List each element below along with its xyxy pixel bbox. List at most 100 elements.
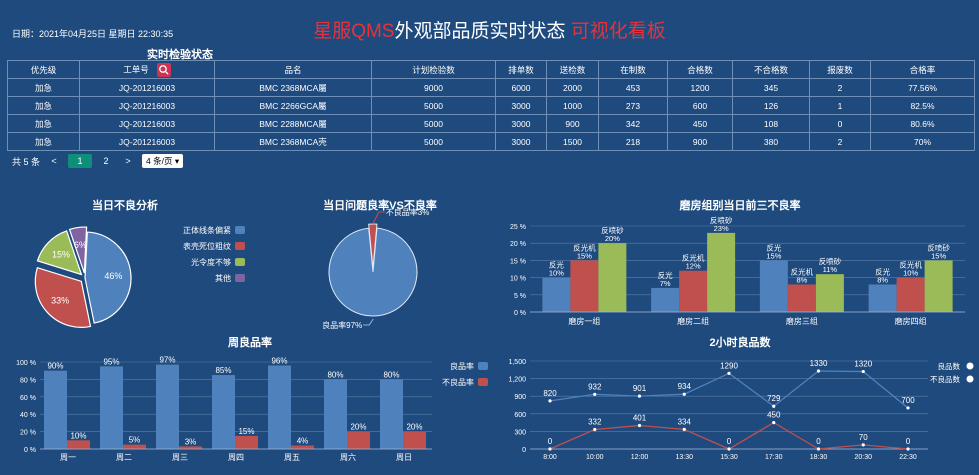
- data-point: [682, 392, 686, 396]
- bar-value-label: 20%: [605, 234, 620, 243]
- cell-scheduled: 3000: [495, 132, 547, 151]
- y-tick-label: 20 %: [20, 430, 36, 437]
- legend-swatch: [478, 378, 488, 386]
- bar-value-label: 20%: [350, 423, 366, 432]
- y-tick-label: 0 %: [24, 447, 36, 454]
- caret-down-icon: ▾: [174, 156, 180, 166]
- x-tick-label: 磨房三组: [786, 316, 818, 326]
- prev-page-button[interactable]: <: [51, 156, 57, 166]
- x-tick-label: 周四: [228, 453, 244, 462]
- x-tick-label: 周六: [340, 452, 356, 462]
- bar: [787, 284, 816, 312]
- y-tick-label: 900: [514, 394, 526, 401]
- pagination-total: 共 5 条: [12, 156, 41, 167]
- legend-swatch: [235, 226, 245, 234]
- inspection-title: 实时检验状态: [147, 49, 213, 61]
- bar: [67, 440, 90, 449]
- y-tick-label: 1,200: [508, 377, 526, 384]
- x-tick-label: 周三: [172, 453, 188, 462]
- x-tick-label: 20:30: [854, 454, 872, 461]
- legend-label: 正体线条偏紧: [183, 225, 231, 235]
- search-button[interactable]: [156, 62, 171, 77]
- page-1-button[interactable]: 1: [68, 154, 93, 168]
- page-size-select[interactable]: 4 条/页 ▾: [142, 154, 184, 168]
- cell-fail: 380: [732, 132, 810, 151]
- legend-label: 表壳死位粗纹: [183, 241, 231, 251]
- col-order-no-label: 工单号: [123, 63, 149, 74]
- y-tick-label: 0: [522, 447, 526, 454]
- bar-value-label: 85%: [215, 366, 231, 375]
- x-tick-label: 13:30: [675, 454, 693, 461]
- data-label: 1320: [854, 360, 872, 369]
- pie-slice: [34, 266, 92, 328]
- bar-value-label: 11%: [823, 265, 838, 274]
- table-row[interactable]: 加急 JQ-201216003 BMC 2368MCA屬 9000 6000 2…: [7, 78, 975, 97]
- data-label: 332: [588, 418, 602, 427]
- data-point: [772, 421, 776, 425]
- defect-analysis-title: 当日不良分析: [92, 200, 158, 212]
- bar-series-label: 反喷砂: [819, 256, 842, 266]
- data-point: [637, 423, 642, 428]
- bar: [815, 274, 844, 312]
- page-2-button[interactable]: 2: [103, 156, 109, 166]
- y-tick-label: 25 %: [510, 224, 526, 231]
- title-suffix: 可视化看板: [570, 21, 666, 42]
- data-point: [593, 392, 597, 396]
- bar: [100, 366, 123, 449]
- leader-line: [363, 318, 374, 326]
- bar: [570, 260, 599, 312]
- pie-slice: [68, 226, 88, 274]
- bar-series-label: 反光: [766, 242, 781, 252]
- y-tick-label: 20 %: [510, 241, 526, 248]
- y-tick-label: 1,500: [508, 359, 526, 366]
- data-label: 334: [678, 417, 692, 426]
- bar: [924, 260, 953, 312]
- x-tick-label: 22:30: [899, 454, 917, 461]
- bar: [380, 379, 403, 449]
- x-tick-label: 磨房四组: [895, 316, 927, 326]
- data-point: [727, 447, 731, 451]
- data-point: [682, 427, 686, 432]
- pagination: 共 5 条 < 1 2 > 4 条/页 ▾: [12, 154, 184, 168]
- x-tick-label: 8:00: [543, 454, 557, 461]
- legend-swatch: [235, 274, 245, 282]
- bar-value-label: 10%: [549, 269, 564, 278]
- data-point: [548, 447, 552, 451]
- data-point: [727, 371, 731, 375]
- hourly-yield-title: 2小时良品数: [709, 337, 771, 349]
- legend-marker: [966, 375, 974, 383]
- data-point: [906, 406, 910, 410]
- bar-value-label: 15%: [238, 427, 254, 436]
- legend-swatch: [235, 242, 245, 250]
- data-label: 0: [548, 437, 553, 446]
- data-label: 901: [633, 384, 647, 393]
- y-tick-label: 15 %: [510, 258, 526, 265]
- weekly-yield-title: 周良品率: [228, 337, 272, 349]
- next-page-button[interactable]: >: [125, 156, 131, 166]
- title-brand: 星服QMS: [313, 21, 395, 42]
- bar: [179, 446, 202, 449]
- x-tick-label: 18:30: [810, 454, 828, 461]
- x-tick-label: 周二: [116, 453, 132, 462]
- table-row[interactable]: 加急 JQ-201216003 BMC 2368MCA壳 5000 3000 1…: [7, 132, 975, 151]
- y-tick-label: 600: [514, 412, 526, 419]
- data-label: 932: [588, 382, 602, 391]
- bar: [212, 375, 235, 449]
- bar-series-label: 反光: [658, 270, 673, 280]
- y-tick-label: 5 %: [514, 293, 526, 300]
- x-tick-label: 周五: [284, 453, 300, 462]
- legend-label: 良品率: [450, 361, 474, 371]
- group-defect-title: 磨房组别当日前三不良率: [679, 200, 801, 212]
- x-tick-label: 周日: [396, 453, 412, 462]
- bar: [759, 260, 788, 312]
- legend-label: 光令度不够: [191, 257, 231, 267]
- bar-value-label: 96%: [271, 356, 287, 365]
- table-row[interactable]: 加急 JQ-201216003 BMC 2266GCA屬 5000 3000 1…: [7, 96, 975, 115]
- legend-label: 不良品数: [930, 374, 960, 384]
- bar-value-label: 7%: [660, 279, 671, 288]
- yield-vs-defect-title: 当日问题良率VS不良率: [323, 200, 437, 212]
- x-tick-label: 磨房一组: [568, 316, 600, 326]
- bar-value-label: 90%: [47, 362, 63, 371]
- bar-series-label: 反光机: [791, 266, 814, 276]
- bar: [598, 243, 627, 312]
